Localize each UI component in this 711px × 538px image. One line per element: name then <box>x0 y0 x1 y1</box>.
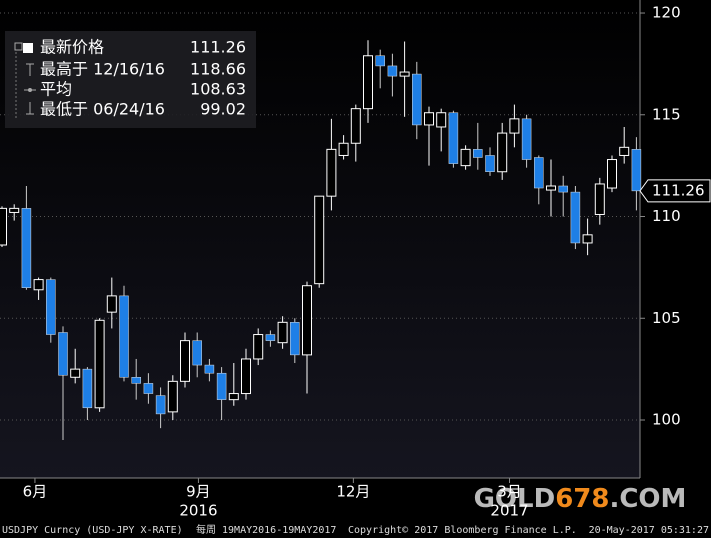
watermark: GOLD678.COM <box>474 484 687 514</box>
candle-body <box>460 148 471 167</box>
candle-body <box>302 285 312 356</box>
candle-body <box>363 55 373 110</box>
candle-body <box>326 148 337 197</box>
candle-body <box>265 334 276 341</box>
candle-body <box>534 157 544 189</box>
candle-body <box>582 234 593 244</box>
legend-icon <box>14 42 23 51</box>
candle-body <box>448 112 459 164</box>
candle-body <box>350 108 361 144</box>
legend-icon <box>23 43 33 53</box>
candle-body <box>387 65 398 77</box>
legend-value: 111.26 <box>190 38 246 57</box>
candle-body <box>375 55 385 67</box>
candle-body <box>399 71 410 77</box>
candle-body <box>58 332 68 376</box>
candle-body <box>290 322 300 356</box>
candles <box>0 12 642 440</box>
candle-body <box>155 395 166 415</box>
candle-body <box>607 159 617 189</box>
candle-body <box>9 207 20 213</box>
y-tick-label: 120 <box>652 4 681 22</box>
candle-body <box>70 368 81 378</box>
legend-icon <box>26 102 34 115</box>
candle-body <box>180 340 190 382</box>
candle-body <box>192 340 202 366</box>
candle-body <box>94 319 105 409</box>
candle-body <box>46 279 56 335</box>
y-tick-label: 100 <box>652 411 681 429</box>
x-year-label: 2016 <box>179 502 217 520</box>
legend-icon <box>26 63 34 76</box>
candle-body <box>0 207 7 246</box>
candle-body <box>167 380 178 413</box>
candle-body <box>277 321 288 344</box>
candle-body <box>546 185 556 191</box>
legend-box <box>5 31 256 128</box>
candle-body <box>594 183 605 215</box>
candle-body <box>106 295 117 313</box>
y-tick-label: 115 <box>652 105 681 123</box>
candle-body <box>436 112 447 128</box>
last-price-label: 111.26 <box>652 181 705 199</box>
candle-body <box>228 393 239 401</box>
legend-label: 最低于 06/24/16 <box>40 100 165 119</box>
legend-value: 108.63 <box>190 80 246 99</box>
candle-body <box>424 112 434 126</box>
last-price-flag <box>639 179 711 203</box>
candle-body <box>631 149 642 192</box>
footer-text: USDJPY Curncy (USD-JPY X-RATE) <box>2 525 183 536</box>
candle-body <box>253 334 264 360</box>
y-tick-label: 105 <box>652 309 681 327</box>
footer-text: Copyright© 2017 Bloomberg Finance L.P. <box>348 525 577 536</box>
x-year-label: 2017 <box>490 502 528 520</box>
candle-body <box>119 295 129 378</box>
legend-value: 99.02 <box>200 100 246 119</box>
candle-body <box>204 364 215 374</box>
legend-value: 118.66 <box>190 60 246 79</box>
x-tick-label: 3月 <box>497 483 522 501</box>
footer-text: 每周 19MAY2016-19MAY2017 <box>196 523 336 536</box>
y-tick-label: 110 <box>652 207 681 225</box>
legend-label: 最高于 12/16/16 <box>40 60 165 79</box>
candle-body <box>619 146 630 156</box>
x-tick-label: 6月 <box>23 483 48 501</box>
candle-body <box>509 118 520 134</box>
candle-body <box>82 368 93 409</box>
legend-label: 平均 <box>40 80 72 99</box>
candle-body <box>497 132 508 173</box>
candle-body <box>521 118 532 160</box>
legend-icon <box>28 88 32 92</box>
candle-body <box>485 155 495 172</box>
candle-body <box>473 149 483 158</box>
candle-body <box>241 358 251 395</box>
candle-body <box>570 191 581 244</box>
x-tick-label: 9月 <box>186 483 211 501</box>
candle-body <box>216 372 227 400</box>
candle-body <box>338 142 349 156</box>
candle-body <box>33 279 44 291</box>
x-tick-label: 12月 <box>336 483 370 501</box>
legend-label: 最新价格 <box>40 38 104 57</box>
candle-body <box>558 185 568 193</box>
candle-body <box>131 377 141 384</box>
candle-body <box>412 73 422 126</box>
candle-body <box>314 195 325 285</box>
footer-text: 20-May-2017 05:31:27 <box>589 525 709 536</box>
candle-body <box>143 383 154 394</box>
candle-body <box>21 208 32 288</box>
